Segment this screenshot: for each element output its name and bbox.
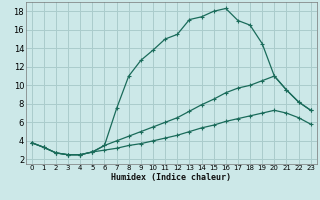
- X-axis label: Humidex (Indice chaleur): Humidex (Indice chaleur): [111, 173, 231, 182]
